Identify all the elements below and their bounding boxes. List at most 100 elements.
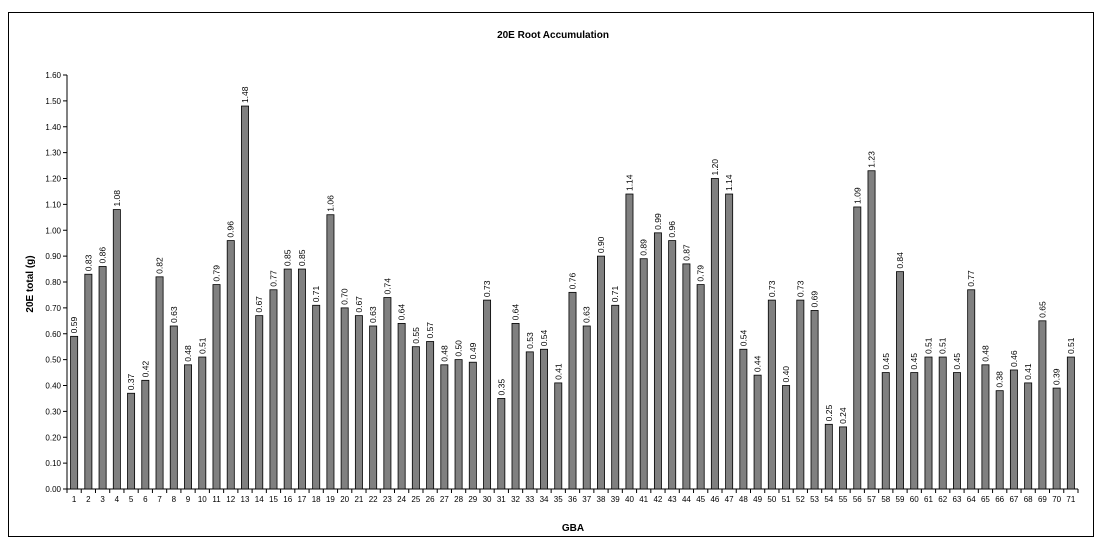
y-tick-label: 1.20 [45, 175, 61, 184]
x-tick-label: 39 [611, 495, 620, 504]
data-label: 0.46 [1009, 350, 1019, 367]
y-tick-label: 0.20 [45, 433, 61, 442]
data-label: 0.37 [126, 373, 136, 390]
x-tick-label: 19 [326, 495, 335, 504]
bar [113, 210, 120, 489]
data-label: 0.63 [368, 306, 378, 323]
x-tick-label: 16 [283, 495, 292, 504]
x-axis-title: GBA [562, 523, 584, 534]
bar [697, 285, 704, 489]
x-tick-label: 23 [383, 495, 392, 504]
data-label: 0.41 [553, 363, 563, 380]
data-label: 0.49 [468, 342, 478, 359]
y-tick-label: 1.30 [45, 149, 61, 158]
data-label: 0.54 [738, 329, 748, 346]
data-label: 0.64 [397, 304, 407, 321]
data-label: 0.85 [283, 249, 293, 266]
bar [882, 373, 889, 489]
x-tick-label: 12 [226, 495, 235, 504]
x-tick-label: 53 [810, 495, 819, 504]
x-tick-label: 4 [115, 495, 120, 504]
data-label: 0.48 [439, 345, 449, 362]
y-tick-label: 1.50 [45, 97, 61, 106]
x-tick-label: 62 [938, 495, 947, 504]
bar [953, 373, 960, 489]
data-label: 1.14 [624, 174, 634, 191]
x-tick-label: 37 [582, 495, 591, 504]
x-tick-label: 44 [682, 495, 691, 504]
data-label: 0.73 [795, 280, 805, 297]
data-label: 0.59 [69, 317, 79, 334]
data-label: 0.40 [781, 366, 791, 383]
x-tick-label: 50 [767, 495, 776, 504]
bar [583, 326, 590, 489]
bar [384, 298, 391, 489]
data-label: 0.71 [610, 285, 620, 302]
data-label: 0.50 [454, 340, 464, 357]
bar [868, 171, 875, 489]
x-tick-label: 59 [896, 495, 905, 504]
data-label: 0.54 [539, 329, 549, 346]
bar [839, 427, 846, 489]
data-label: 0.85 [297, 249, 307, 266]
data-label: 0.64 [511, 304, 521, 321]
x-tick-label: 30 [483, 495, 492, 504]
data-label: 1.06 [325, 195, 335, 212]
bar [427, 342, 434, 489]
x-tick-label: 22 [369, 495, 378, 504]
x-tick-label: 27 [440, 495, 449, 504]
bar [256, 316, 263, 489]
x-tick-label: 60 [910, 495, 919, 504]
data-label: 0.79 [696, 265, 706, 282]
x-tick-label: 14 [255, 495, 264, 504]
data-label: 0.89 [639, 239, 649, 256]
bar [498, 398, 505, 489]
bar [71, 336, 78, 489]
data-label: 0.87 [681, 244, 691, 261]
x-tick-label: 46 [710, 495, 719, 504]
x-tick-label: 34 [540, 495, 549, 504]
bar [412, 347, 419, 489]
bar [512, 323, 519, 489]
bar [455, 360, 462, 489]
y-tick-label: 0.10 [45, 459, 61, 468]
bar [612, 305, 619, 489]
data-label: 0.38 [995, 371, 1005, 388]
x-tick-label: 5 [129, 495, 134, 504]
bar [925, 357, 932, 489]
data-label: 0.82 [155, 257, 165, 274]
bar [982, 365, 989, 489]
bar [555, 383, 562, 489]
data-label: 0.67 [254, 296, 264, 313]
bar [484, 300, 491, 489]
x-tick-label: 43 [668, 495, 677, 504]
x-tick-label: 31 [497, 495, 506, 504]
data-label: 0.35 [496, 379, 506, 396]
bar [683, 264, 690, 489]
x-tick-label: 69 [1038, 495, 1047, 504]
x-tick-label: 64 [967, 495, 976, 504]
x-tick-label: 61 [924, 495, 933, 504]
bar [298, 269, 305, 489]
bar [341, 308, 348, 489]
x-tick-label: 20 [340, 495, 349, 504]
x-tick-label: 57 [867, 495, 876, 504]
bar [1039, 321, 1046, 489]
data-label: 0.96 [667, 221, 677, 238]
y-tick-label: 0.30 [45, 407, 61, 416]
x-tick-label: 33 [525, 495, 534, 504]
bar [740, 349, 747, 489]
data-label: 1.23 [867, 151, 877, 168]
bar [85, 274, 92, 489]
data-label: 0.69 [810, 291, 820, 308]
x-tick-label: 18 [312, 495, 321, 504]
bar [754, 375, 761, 489]
x-tick-label: 13 [241, 495, 250, 504]
data-label: 0.77 [966, 270, 976, 287]
x-tick-label: 55 [839, 495, 848, 504]
bar [540, 349, 547, 489]
data-label: 0.67 [354, 296, 364, 313]
bar [313, 305, 320, 489]
bar [783, 386, 790, 490]
data-label: 0.48 [980, 345, 990, 362]
